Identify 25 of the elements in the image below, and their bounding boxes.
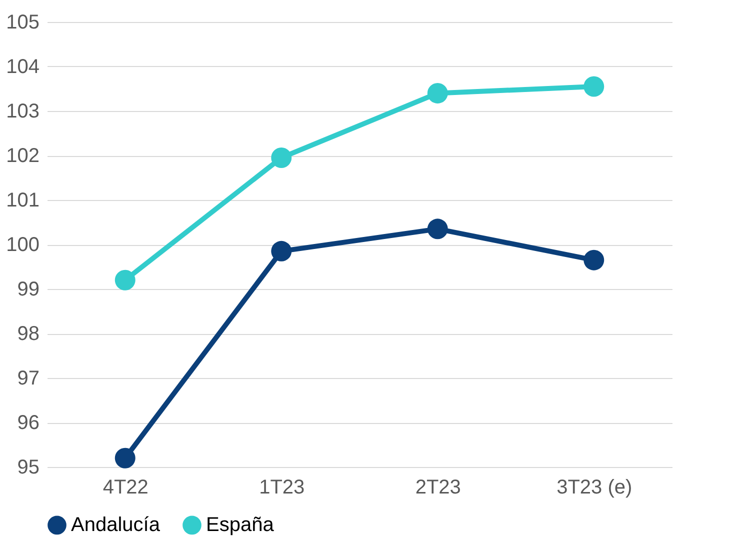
point [114, 448, 136, 468]
x-tick-label: 3T23 (e) [556, 476, 632, 498]
y-tick-label: 101 [6, 190, 40, 212]
legend-label: España [206, 514, 275, 536]
point [427, 218, 448, 240]
y-tick-label: 97 [17, 368, 40, 390]
y-tick-label: 103 [6, 100, 40, 122]
point [427, 82, 448, 104]
y-tick-label: 100 [6, 234, 40, 256]
x-tick-label: 4T22 [102, 476, 148, 498]
y-tick-label: 95 [17, 456, 40, 478]
x-tick-label: 2T23 [415, 476, 461, 498]
y-tick-label: 105 [6, 12, 40, 34]
point [271, 240, 292, 262]
legend-label: Andalucía [71, 514, 161, 536]
x-tick-label: 1T23 [259, 476, 305, 498]
point [271, 148, 292, 168]
point [114, 270, 136, 290]
y-tick-label: 98 [17, 323, 40, 345]
point [584, 250, 604, 270]
y-tick-label: 102 [6, 145, 40, 167]
y-tick-label: 96 [17, 412, 40, 434]
point [584, 76, 604, 97]
y-tick-label: 104 [6, 56, 40, 78]
y-tick-label: 99 [17, 278, 40, 300]
